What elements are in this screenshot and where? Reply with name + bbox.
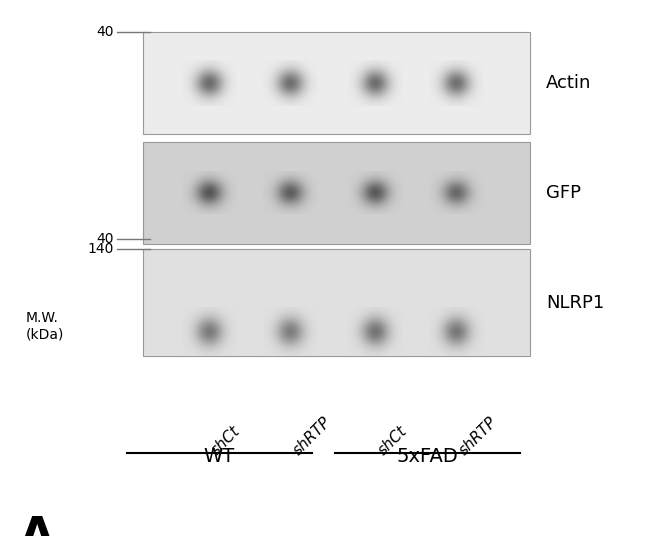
- Text: NLRP1: NLRP1: [546, 294, 604, 312]
- Text: 140: 140: [87, 242, 114, 256]
- Text: Actin: Actin: [546, 74, 592, 92]
- Text: shCt: shCt: [209, 423, 244, 458]
- Text: 5xFAD: 5xFAD: [396, 448, 458, 466]
- Bar: [143, 249, 530, 356]
- Text: shRTP: shRTP: [456, 414, 500, 458]
- Text: M.W.
(kDa): M.W. (kDa): [26, 311, 64, 341]
- Text: 40: 40: [96, 232, 114, 245]
- Text: A: A: [20, 515, 54, 536]
- Text: shRTP: shRTP: [290, 414, 333, 458]
- Bar: [143, 32, 530, 134]
- Text: GFP: GFP: [546, 184, 581, 202]
- Text: 40: 40: [96, 25, 114, 39]
- Bar: [143, 142, 530, 244]
- Text: WT: WT: [203, 448, 235, 466]
- Text: shCt: shCt: [375, 423, 410, 458]
